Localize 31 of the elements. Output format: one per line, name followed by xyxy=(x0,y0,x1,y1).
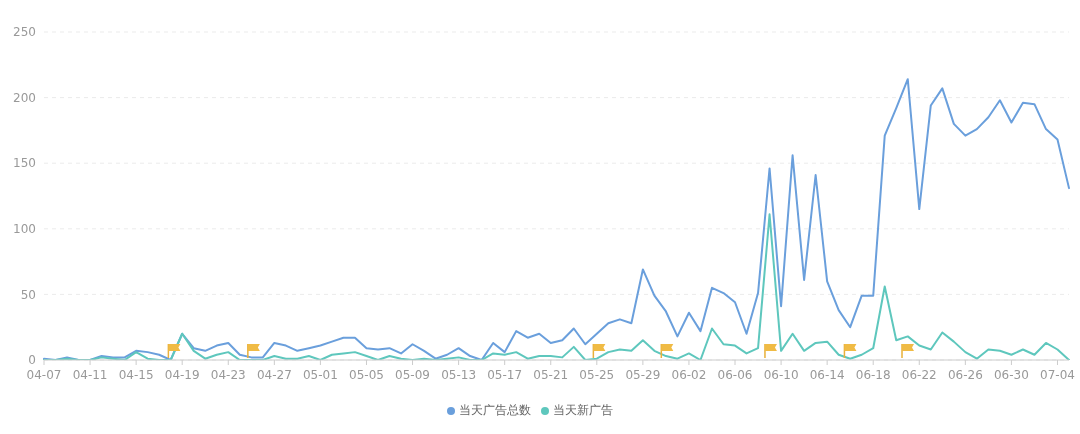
x-tick-label: 06-26 xyxy=(947,368,983,382)
y-tick-label: 250 xyxy=(13,25,36,40)
x-tick-label: 05-09 xyxy=(395,368,430,382)
y-tick-label: 50 xyxy=(20,287,36,302)
x-tick-label: 06-30 xyxy=(993,368,1029,382)
x-tick-label: 06-10 xyxy=(763,368,799,382)
x-tick-label: 05-21 xyxy=(533,368,569,382)
x-tick-label: 05-13 xyxy=(441,368,477,382)
x-tick-label: 04-19 xyxy=(164,368,200,382)
x-tick-label: 04-23 xyxy=(210,368,246,382)
x-tick-label: 07-04 xyxy=(1040,368,1075,382)
x-tick-label: 04-15 xyxy=(118,368,154,382)
legend-label: 当天广告总数 xyxy=(458,403,531,417)
y-tick-label: 100 xyxy=(13,222,36,237)
x-tick-label: 06-18 xyxy=(855,368,891,382)
x-tick-label: 04-07 xyxy=(26,368,62,382)
x-tick-label: 04-27 xyxy=(256,368,292,382)
y-tick-label: 150 xyxy=(13,156,36,171)
x-tick-label: 05-25 xyxy=(579,368,615,382)
x-tick-label: 06-06 xyxy=(717,368,753,382)
x-tick-label: 05-29 xyxy=(625,368,661,382)
x-tick-label: 05-05 xyxy=(349,368,384,382)
y-tick-label: 0 xyxy=(28,353,36,368)
x-tick-label: 06-02 xyxy=(671,368,707,382)
x-tick-label: 05-01 xyxy=(302,368,338,382)
legend-label: 当天新广告 xyxy=(552,403,613,417)
x-tick-label: 05-17 xyxy=(487,368,523,382)
x-tick-label: 06-22 xyxy=(901,368,937,382)
x-tick-label: 04-11 xyxy=(72,368,108,382)
x-tick-label: 06-14 xyxy=(809,368,845,382)
y-tick-label: 200 xyxy=(13,90,36,105)
